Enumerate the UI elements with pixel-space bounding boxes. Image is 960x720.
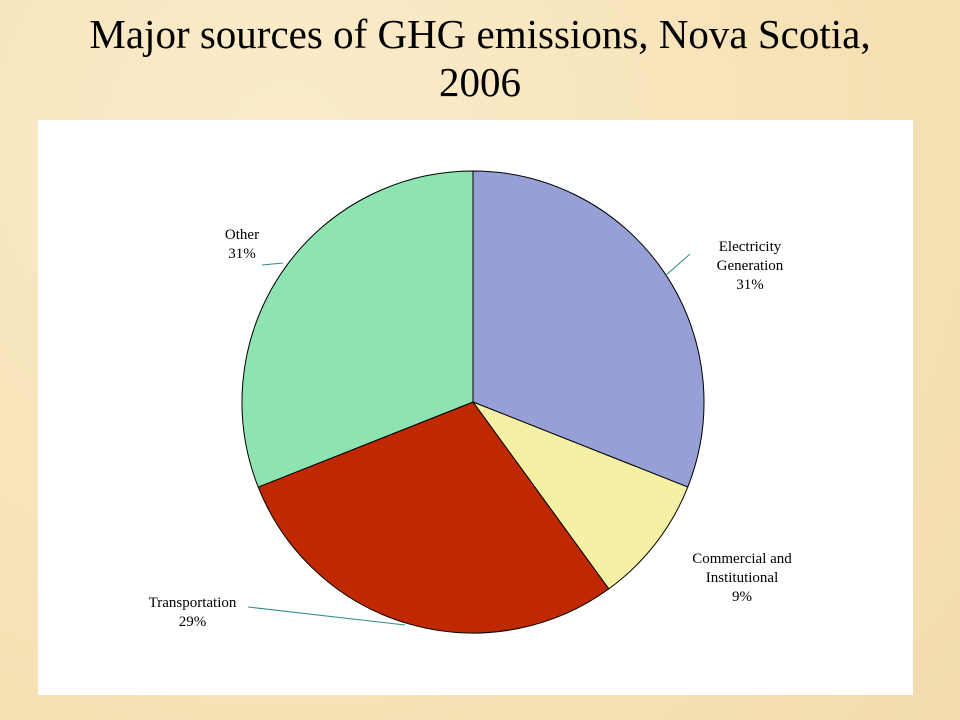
value-label: 29% [178, 614, 207, 630]
category-label: Electricity Generation [716, 239, 784, 274]
pie-slice [257, 401, 610, 634]
pie-slice [241, 170, 474, 488]
leader-line [261, 262, 284, 266]
slice-label: Other 31% [202, 226, 282, 264]
category-label: Commercial and Institutional [692, 551, 792, 586]
value-label: 9% [732, 589, 752, 605]
pie-slice [471, 400, 689, 590]
value-label: 31% [228, 246, 256, 262]
chart-title: Major sources of GHG emissions, Nova Sco… [89, 11, 871, 105]
category-label: Transportation [148, 595, 237, 611]
slice-label: Transportation 29% [130, 594, 255, 632]
slice-label: Commercial and Institutional 9% [672, 550, 812, 607]
leader-line [247, 606, 406, 626]
slice-label: Electricity Generation 31% [690, 238, 810, 295]
pie-slice [472, 170, 705, 488]
value-label: 31% [736, 277, 764, 293]
leader-line [664, 253, 691, 277]
category-label: Other [224, 227, 260, 243]
